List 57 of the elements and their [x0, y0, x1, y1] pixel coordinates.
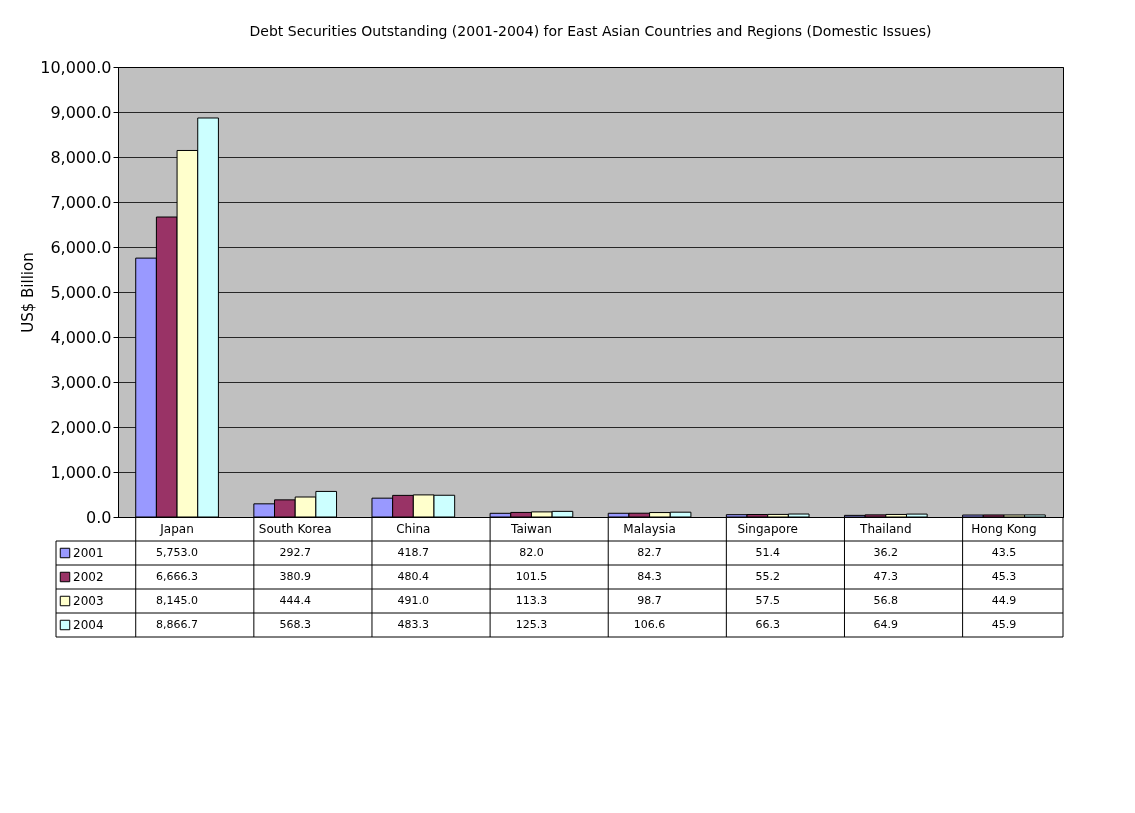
data-label: 45.3: [991, 570, 1017, 583]
data-label: 36.2: [873, 546, 899, 559]
y-tick-label: 2,000.0: [50, 417, 112, 437]
y-tick-label: 5,000.0: [50, 282, 112, 302]
data-label: 8,145.0: [156, 594, 199, 607]
y-tick-label: 1,000.0: [50, 462, 112, 482]
data-label: 106.6: [633, 618, 666, 631]
data-label: 43.5: [991, 546, 1017, 559]
data-label: 125.3: [515, 618, 548, 631]
legend-label: 2004: [73, 618, 104, 632]
x-tick-label: Malaysia: [623, 521, 676, 536]
x-tick-label: Hong Kong: [971, 521, 1037, 536]
data-label: 568.3: [279, 618, 311, 631]
x-tick-label: South Korea: [258, 521, 332, 536]
data-label: 45.9: [991, 618, 1017, 631]
x-tick-label: Japan: [159, 521, 194, 536]
x-tick-label: Thailand: [859, 521, 912, 536]
y-tick-label: 7,000.0: [50, 192, 112, 212]
data-label: 480.4: [397, 570, 430, 583]
data-label: 44.9: [991, 594, 1017, 607]
x-tick-label: China: [396, 521, 431, 536]
data-label: 55.2: [755, 570, 780, 583]
data-label: 418.7: [397, 546, 430, 559]
x-tick-label: Taiwan: [510, 521, 552, 536]
y-tick-label: 4,000.0: [50, 327, 112, 347]
y-tick-label: 6,000.0: [50, 237, 112, 257]
data-label: 6,666.3: [156, 570, 199, 583]
data-label: 51.4: [755, 546, 780, 559]
data-label: 56.8: [873, 594, 899, 607]
data-label: 64.9: [873, 618, 899, 631]
y-tick-label: 3,000.0: [50, 372, 112, 392]
data-label: 5,753.0: [156, 546, 199, 559]
data-label: 66.3: [755, 618, 780, 631]
data-label: 8,866.7: [156, 618, 199, 631]
data-label: 47.3: [873, 570, 899, 583]
data-label: 444.4: [279, 594, 311, 607]
y-tick-label: 0.0: [86, 507, 112, 527]
data-label: 82.0: [519, 546, 544, 559]
data-label: 292.7: [279, 546, 311, 559]
data-label: 380.9: [279, 570, 311, 583]
y-tick-label: 8,000.0: [50, 147, 112, 167]
data-label: 98.7: [637, 594, 662, 607]
y-tick-label: 10,000.0: [40, 57, 112, 77]
data-label: 491.0: [397, 594, 430, 607]
y-tick-label: 9,000.0: [50, 102, 112, 122]
data-label: 113.3: [515, 594, 548, 607]
chart-title: Debt Securities Outstanding (2001-2004) for East Asian Countries and Regions (Domestic Issues): [249, 23, 932, 39]
legend-label: 2001: [73, 546, 104, 560]
y-axis-title: US$ Billion: [19, 252, 38, 333]
data-label: 101.5: [515, 570, 548, 583]
data-label: 57.5: [755, 594, 780, 607]
legend-label: 2003: [73, 594, 104, 608]
data-label: 483.3: [397, 618, 430, 631]
data-label: 82.7: [637, 546, 662, 559]
x-tick-label: Singapore: [737, 521, 798, 536]
data-label: 84.3: [637, 570, 662, 583]
legend-label: 2002: [73, 570, 104, 584]
